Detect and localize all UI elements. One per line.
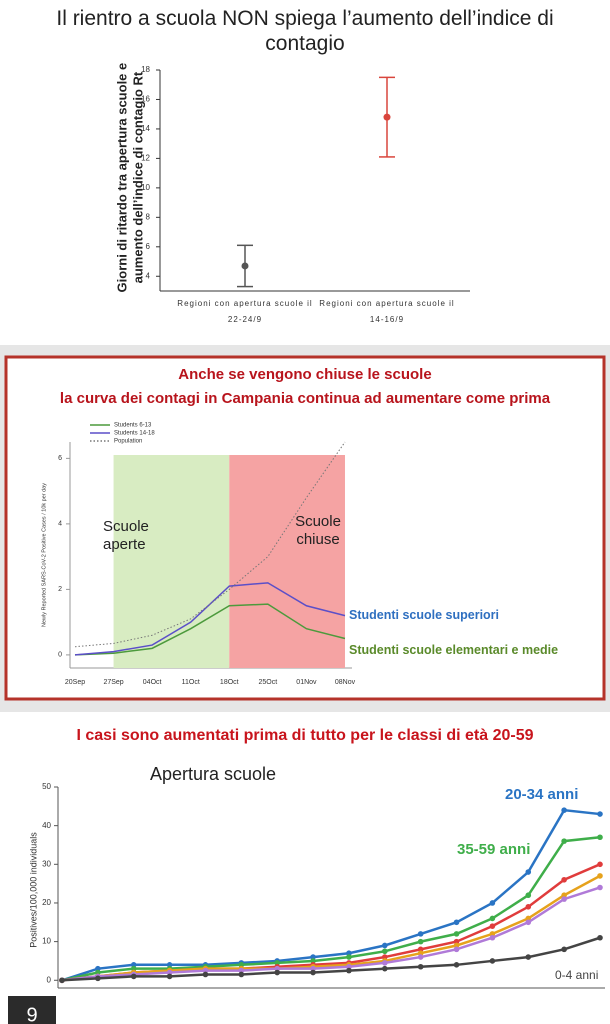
y-tick-label: 4 [58, 521, 62, 528]
series-label: 20-34 anni [505, 786, 578, 803]
y-axis-label: Positives/100,000 individuals [28, 832, 38, 948]
page-number: 9 [26, 1004, 37, 1024]
x-tick-label: Regioni con apertura scuole il 14-16/9 [319, 299, 455, 324]
y-tick-label: 40 [42, 821, 51, 830]
point [241, 262, 249, 270]
series-line [61, 886, 601, 982]
series-line [61, 936, 601, 982]
y-tick-label: 20 [42, 898, 51, 907]
x-tick-label: Regioni con apertura scuole il 22-24/9 [177, 299, 313, 324]
y-tick-label: 4 [146, 271, 151, 280]
y-tick-label: 10 [42, 937, 51, 946]
annotation: Scuole chiuse [295, 513, 341, 548]
x-tick-label: 27Sep [103, 679, 123, 686]
y-tick-label: 50 [42, 782, 51, 791]
series-line [61, 874, 601, 982]
point [383, 113, 391, 121]
y-tick-label: 6 [146, 242, 151, 251]
y-tick-label: 12 [141, 154, 150, 163]
y-axis-label: Giorni di ritardo tra apertura scuole e … [114, 62, 145, 293]
y-tick-label: 0 [47, 975, 52, 984]
y-axis-label: Newly Reported SARS-CoV-2 Positive Cases… [41, 483, 47, 627]
x-tick-label: 25Oct [259, 679, 278, 686]
x-tick-label: 08Nov [335, 679, 356, 686]
series-label: Studenti scuole elementari e medie [349, 643, 558, 657]
chart-title: Il rientro a scuola NON spiega l’aumento… [56, 7, 554, 56]
shaded-region [113, 455, 230, 668]
y-tick-label: 18 [141, 65, 150, 74]
legend-label: Population [114, 439, 142, 445]
y-tick-label: 0 [58, 652, 62, 659]
series-label: 35-59 anni [457, 841, 530, 858]
y-tick-label: 8 [146, 212, 151, 221]
chart-subtitle: la curva dei contagi in Campania continu… [59, 390, 551, 407]
x-tick-label: 20Sep [65, 679, 85, 686]
series-line [61, 836, 601, 982]
y-tick-label: 30 [42, 859, 51, 868]
y-tick-label: 2 [58, 586, 62, 593]
annotation: Apertura scuole [150, 764, 277, 784]
page-badge [8, 996, 56, 1024]
x-tick-label: 01Nov [296, 679, 317, 686]
x-tick-label: 18Oct [220, 679, 239, 686]
series-label: 0-4 anni [555, 968, 598, 982]
series-line [61, 808, 601, 982]
legend-label: Students 14-18 [114, 431, 155, 437]
series-line [74, 441, 346, 648]
y-tick-label: 10 [141, 183, 150, 192]
y-tick-label: 16 [141, 95, 150, 104]
legend-label: Students 6-13 [114, 423, 152, 429]
series-line [74, 603, 346, 656]
panel [0, 0, 610, 345]
annotation: Scuole aperte [103, 518, 149, 553]
y-tick-label: 6 [58, 455, 62, 462]
chart-title: Anche se vengono chiuse le scuole [178, 366, 432, 383]
chart-title: I casi sono aumentati prima di tutto per… [76, 727, 534, 744]
x-tick-label: 11Oct [182, 679, 200, 686]
shaded-region [229, 455, 345, 668]
series-label: Studenti scuole superiori [349, 608, 499, 622]
x-tick-label: 04Oct [143, 679, 162, 686]
y-tick-label: 14 [141, 124, 150, 133]
